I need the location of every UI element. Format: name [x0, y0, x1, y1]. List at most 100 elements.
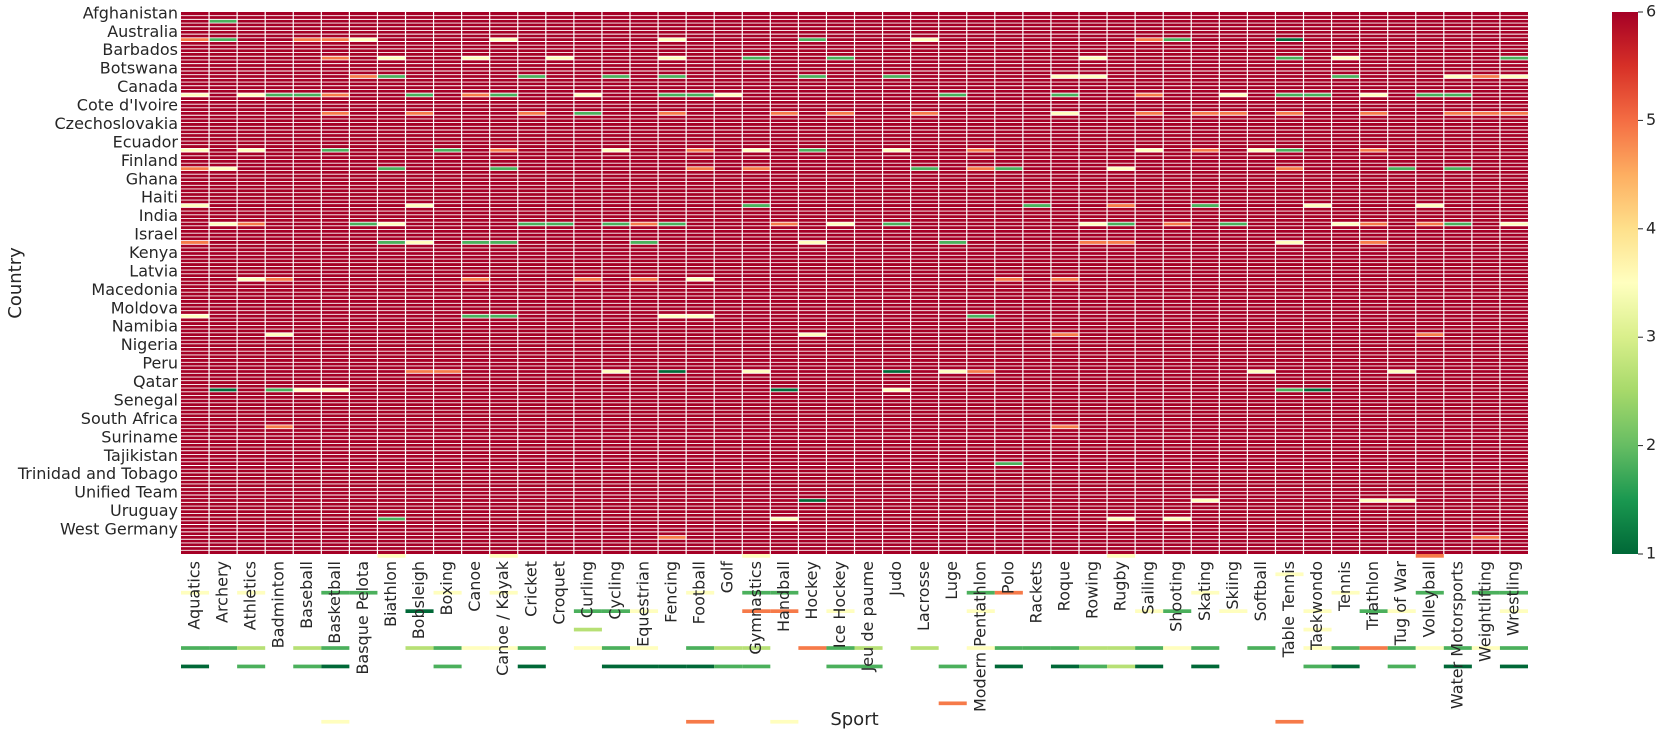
heatmap-cell — [293, 37, 322, 42]
heatmap-cell — [826, 664, 855, 669]
heatmap-cell — [237, 222, 266, 226]
heatmap-cell — [573, 93, 602, 97]
heatmap-cell — [181, 664, 210, 669]
heatmap-cell — [770, 609, 799, 613]
heatmap-cell — [994, 461, 1023, 466]
heatmap-cell — [1275, 166, 1304, 171]
heatmap-cell — [1415, 554, 1444, 558]
heatmap-cell — [1387, 646, 1416, 650]
y-tick-label: Canada — [117, 77, 178, 96]
heatmap-cell — [1303, 646, 1332, 650]
y-tick-label: Peru — [142, 354, 178, 373]
heatmap-cell — [377, 240, 406, 245]
heatmap-cell — [1303, 664, 1332, 669]
y-tick-label: Finland — [121, 151, 178, 170]
colorbar-tick-label: 1 — [1646, 544, 1656, 563]
heatmap-cell — [742, 56, 771, 60]
y-tick-label: Haiti — [141, 188, 178, 207]
heatmap-cell — [321, 111, 350, 116]
heatmap-cell — [798, 498, 827, 503]
x-tick-label: Polo — [998, 561, 1017, 594]
heatmap-cell — [377, 166, 406, 171]
heatmap-cell — [209, 646, 238, 650]
heatmap-cell — [209, 388, 238, 392]
heatmap-cell — [489, 240, 518, 245]
x-tick-label: Basque Pelota — [353, 561, 372, 675]
x-tick-label: Triathlon — [1363, 561, 1382, 631]
heatmap-cell — [994, 166, 1023, 171]
heatmap-cell — [714, 664, 743, 669]
heatmap-cell — [658, 369, 687, 374]
heatmap-cell — [573, 277, 602, 282]
heatmap-cell — [265, 388, 294, 392]
x-tick-label: Wrestling — [1503, 561, 1522, 636]
y-tick-label: Suriname — [101, 427, 178, 446]
heatmap-cell — [293, 388, 322, 392]
heatmap-cell — [938, 240, 967, 245]
heatmap-cell — [686, 166, 715, 171]
heatmap-cell — [1499, 609, 1528, 613]
x-tick-label: Sailing — [1139, 561, 1158, 615]
heatmap-cell — [1219, 609, 1248, 613]
heatmap-cell — [405, 203, 434, 208]
heatmap-cell — [1050, 332, 1079, 337]
x-tick-label: Jeu de paume — [858, 561, 877, 672]
heatmap-cell — [601, 664, 630, 669]
heatmap-cell — [1415, 590, 1444, 595]
heatmap-cell — [1331, 664, 1360, 669]
heatmap-cell — [517, 222, 546, 226]
heatmap-cell — [601, 646, 630, 650]
heatmap-cell — [1135, 148, 1164, 153]
heatmap-cell — [517, 664, 546, 669]
x-tick-label: Softball — [1251, 561, 1270, 621]
heatmap-cell — [601, 369, 630, 374]
heatmap-cell — [1359, 498, 1388, 503]
colorbar-tick-label: 5 — [1646, 110, 1656, 129]
heatmap-cell — [209, 166, 238, 171]
heatmap-cell — [573, 627, 602, 632]
heatmap-cell — [1331, 222, 1360, 226]
y-tick-label: Uruguay — [110, 501, 178, 520]
heatmap-cell — [377, 554, 406, 558]
heatmap-cell — [1415, 222, 1444, 226]
heatmap-cell — [1022, 203, 1051, 208]
heatmap-cell — [1163, 646, 1192, 650]
x-tick-labels: Aquatics Archery Athletics Badminton Basebal… — [185, 560, 1523, 712]
heatmap-cell — [1359, 148, 1388, 153]
heatmap-cell — [1471, 646, 1500, 650]
heatmap-cell — [742, 590, 771, 595]
heatmap-cell — [1387, 369, 1416, 374]
heatmap-cell — [1499, 74, 1528, 79]
heatmap-cell — [1499, 646, 1528, 650]
heatmap-cell — [461, 240, 490, 245]
heatmap-cell — [1303, 203, 1332, 208]
x-axis-title: Sport — [830, 709, 878, 730]
heatmap-cell — [882, 148, 911, 153]
heatmap-cell — [1022, 646, 1051, 650]
heatmap-cell — [489, 590, 518, 595]
heatmap-cell — [1443, 93, 1472, 97]
heatmap-cell — [686, 664, 715, 669]
heatmap-cell — [1443, 111, 1472, 116]
heatmap-cell — [1247, 148, 1276, 153]
heatmap-cell — [1387, 664, 1416, 669]
heatmap-cell — [1275, 37, 1304, 42]
x-tick-label: Equestrian — [634, 561, 653, 647]
heatmap-cell — [1219, 93, 1248, 97]
heatmap-cell — [1415, 203, 1444, 208]
colorbar-tick-label: 4 — [1646, 218, 1656, 237]
heatmap-cell — [321, 388, 350, 392]
heatmap-cell — [1443, 222, 1472, 226]
x-tick-label: Table Tennis — [1279, 561, 1298, 658]
heatmap-cell — [658, 314, 687, 319]
heatmap-cell — [1050, 646, 1079, 650]
x-tick-label: Rugby — [1111, 561, 1130, 611]
y-tick-label: Ghana — [126, 169, 178, 188]
heatmap-cell — [181, 166, 210, 171]
x-tick-label: Hockey — [802, 561, 821, 620]
heatmap-cell — [686, 314, 715, 319]
heatmap-cell — [1415, 93, 1444, 97]
x-tick-label: Cricket — [521, 561, 540, 617]
heatmap-cell — [489, 554, 518, 558]
heatmap-cell — [1499, 56, 1528, 60]
